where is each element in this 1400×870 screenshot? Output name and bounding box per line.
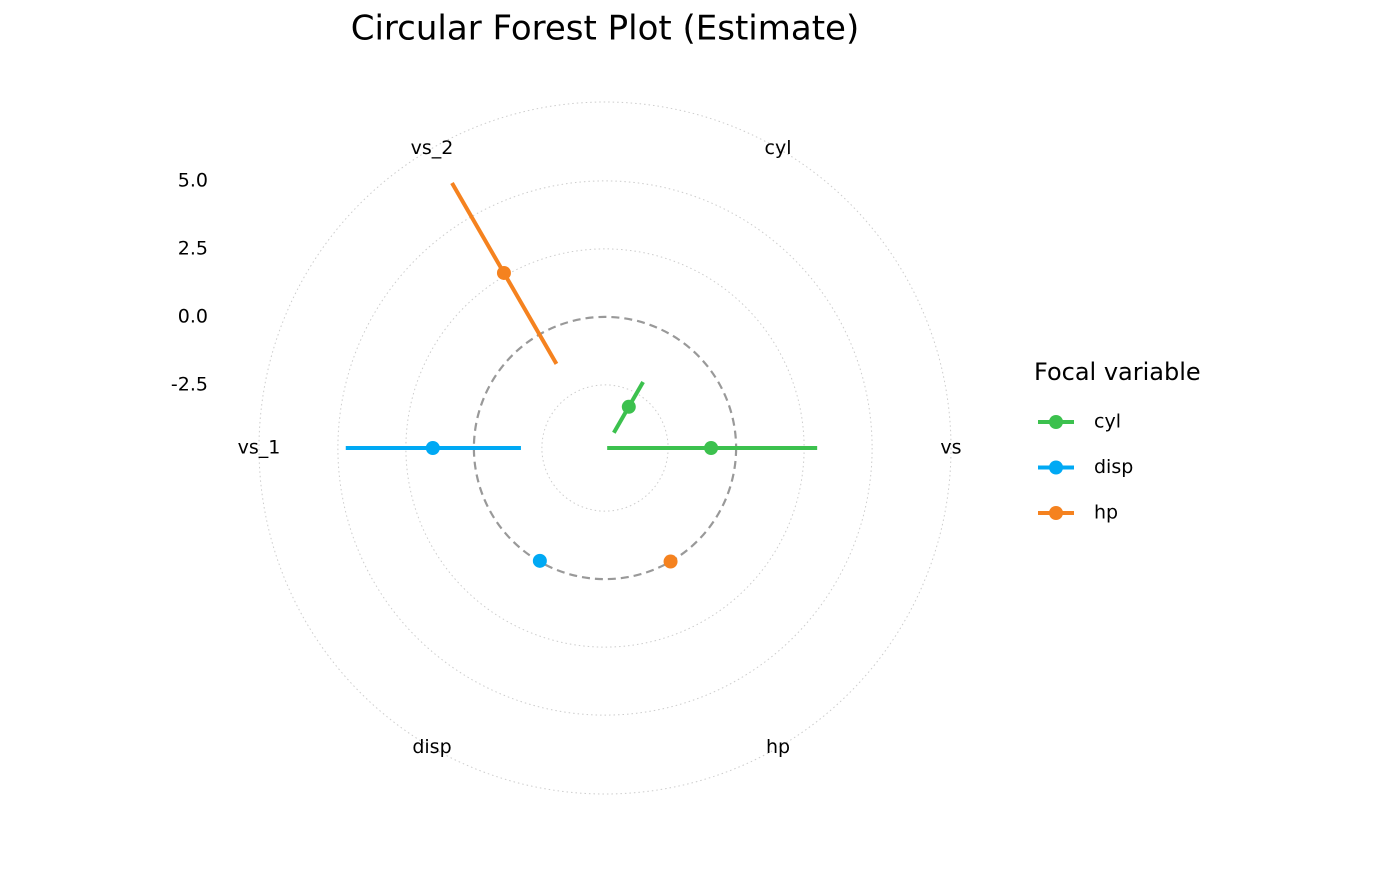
category-label: hp	[766, 736, 790, 758]
legend-marker	[1049, 460, 1063, 475]
y-tick-label: -2.5	[171, 373, 208, 395]
y-tick-label: 5.0	[178, 169, 208, 191]
point	[704, 441, 719, 455]
y-tick-label: 2.5	[178, 237, 208, 259]
legend-marker	[1049, 506, 1063, 520]
category-label: vs	[940, 437, 961, 459]
category-label: vs_2	[411, 137, 454, 159]
legend-label: disp	[1094, 456, 1133, 478]
point	[621, 399, 636, 414]
category-label: vs_1	[238, 437, 281, 459]
legend-title: Focal variable	[1034, 358, 1201, 386]
point	[425, 441, 440, 455]
point	[496, 265, 511, 280]
category-label: disp	[412, 736, 451, 758]
grid-circle	[337, 180, 873, 716]
outer-grid-circle	[258, 101, 952, 795]
category-label: cyl	[765, 137, 792, 159]
point	[532, 553, 547, 568]
chart-title: Circular Forest Plot (Estimate)	[351, 9, 859, 49]
legend-marker	[1049, 415, 1063, 429]
point	[663, 554, 678, 569]
legend-label: hp	[1094, 502, 1118, 524]
y-tick-label: 0.0	[178, 305, 208, 327]
legend-label: cyl	[1094, 411, 1121, 433]
